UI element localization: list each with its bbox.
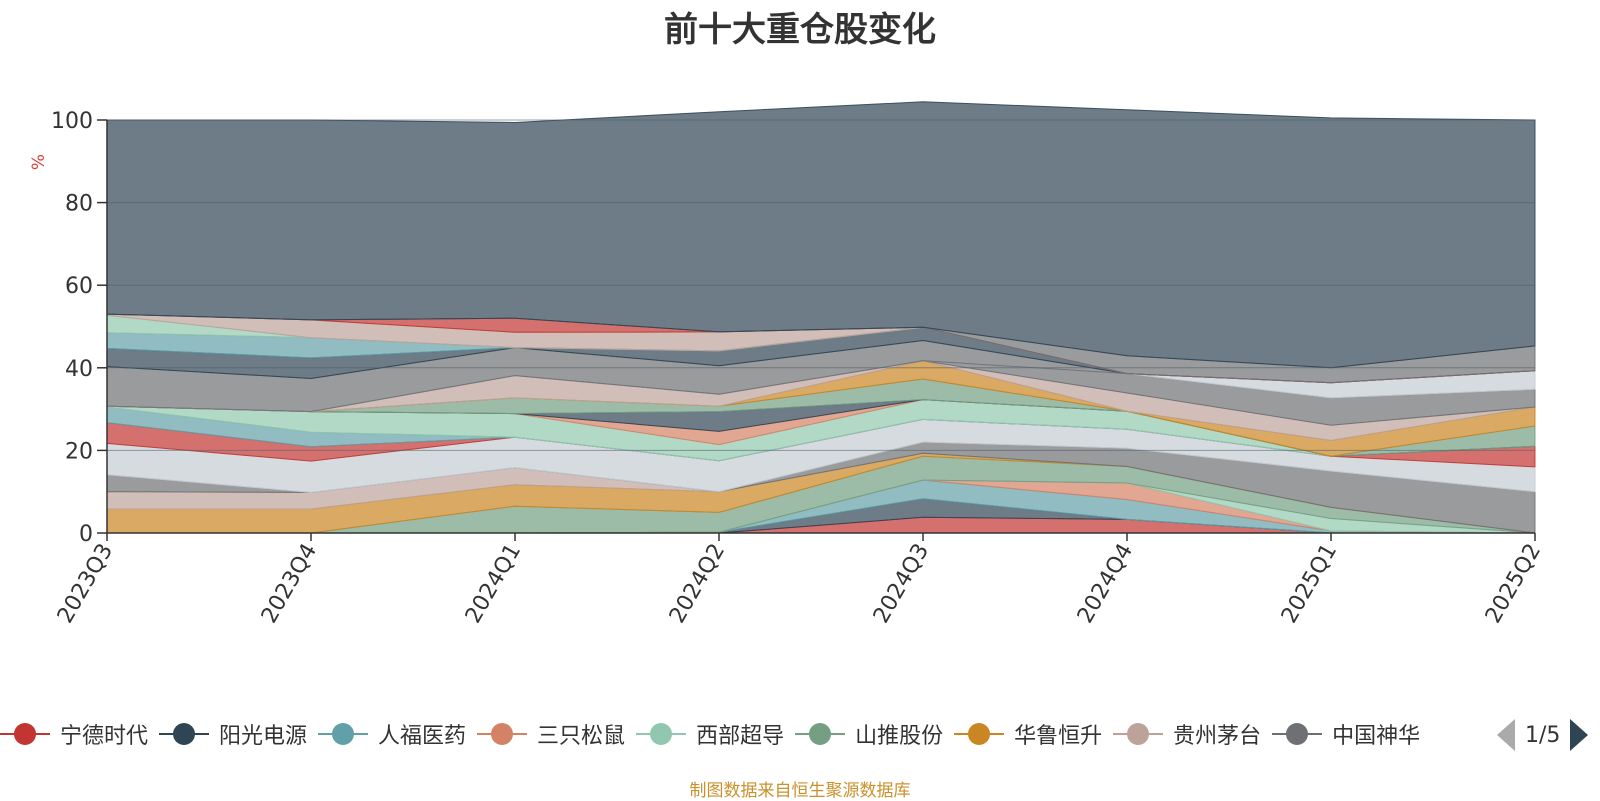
legend-label: 人福医药 (378, 724, 467, 749)
legend-pager: 1/5 (1497, 718, 1600, 752)
area-series-28[interactable] (106, 101, 1536, 369)
legend-label: 阳光电源 (219, 724, 308, 749)
x-tick-label: 2023Q4 (257, 540, 322, 628)
legend-page-indicator: 1/5 (1525, 722, 1561, 748)
x-tick-label: 2023Q3 (53, 540, 118, 628)
legend-item[interactable]: 贵州茅台 (1113, 714, 1261, 754)
legend-label: 华鲁恒升 (1014, 724, 1103, 749)
y-tick-label: 0 (79, 522, 93, 547)
x-tick-label: 2024Q3 (869, 540, 934, 628)
legend-label: 三只松鼠 (537, 724, 626, 749)
x-tick-label: 2025Q2 (1481, 540, 1546, 628)
legend-marker-icon (1272, 721, 1323, 747)
legend-label: 山推股份 (855, 724, 944, 749)
chart-title: 前十大重仓股变化 (664, 10, 936, 50)
legend-marker-icon (1113, 721, 1164, 747)
legend-marker-icon (477, 721, 528, 747)
legend-item[interactable]: 中国神华 (1272, 714, 1420, 754)
legend-marker-icon (318, 721, 369, 747)
x-tick-label: 2025Q1 (1277, 540, 1342, 628)
legend-item[interactable]: 西部超导 (636, 714, 784, 754)
legend-marker-icon (954, 721, 1005, 747)
y-tick-label: 80 (65, 192, 93, 217)
legend-label: 中国神华 (1332, 724, 1421, 749)
y-tick-label: 20 (65, 439, 93, 464)
legend-item[interactable]: 阳光电源 (159, 714, 307, 754)
legend-next-page-icon[interactable] (1570, 719, 1589, 751)
legend-item[interactable]: 宁德时代 (0, 714, 148, 754)
legend-item[interactable]: 山推股份 (795, 714, 943, 754)
legend-item[interactable]: 三只松鼠 (477, 714, 625, 754)
legend-marker-icon (636, 721, 687, 747)
x-tick-label: 2024Q2 (665, 540, 730, 628)
y-tick-label: 40 (65, 357, 93, 382)
legend-marker-icon (159, 721, 210, 747)
legend-prev-page-icon[interactable] (1497, 719, 1515, 751)
legend-label: 贵州茅台 (1173, 724, 1262, 749)
source-note: 制图数据来自恒生聚源数据库 (689, 781, 911, 801)
grid-layer (107, 119, 1535, 451)
legend-label: 宁德时代 (60, 724, 149, 749)
legend-item[interactable]: 华鲁恒升 (954, 714, 1102, 754)
x-tick-label: 2024Q4 (1073, 540, 1138, 628)
y-tick-label: 100 (51, 109, 93, 134)
y-axis-unit-label: % (29, 154, 49, 170)
legend-marker-icon (795, 721, 846, 747)
chart-area: 0 20 40 60 80 100 2023Q3 2023Q4 2024Q1 2024Q2 2024… (29, 101, 1546, 628)
x-tick-label: 2024Q1 (461, 540, 526, 628)
legend-marker-icon (0, 721, 50, 747)
legend-item[interactable]: 人福医药 (318, 714, 466, 754)
stacked-area-layer (106, 101, 1536, 534)
y-tick-label: 60 (65, 274, 93, 299)
legend: 宁德时代 阳光电源 人福医药 三只松鼠 西部超导 山推股份 华鲁恒升 贵州茅台 中国神华 (0, 714, 1462, 754)
legend-label: 西部超导 (696, 724, 785, 749)
